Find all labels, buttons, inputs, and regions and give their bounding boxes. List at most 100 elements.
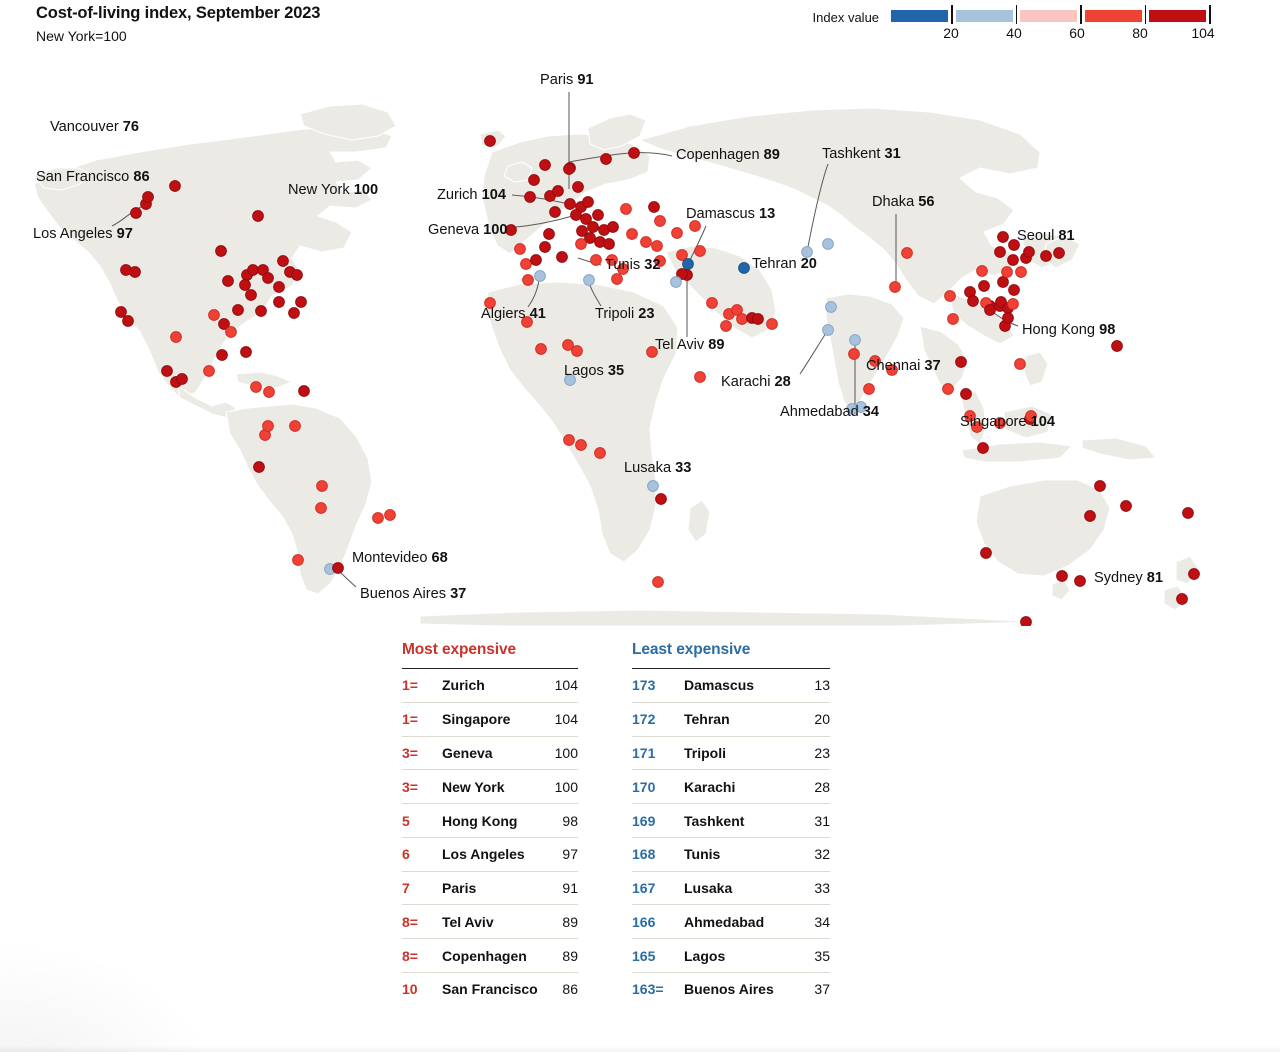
legend-swatch-4 [1084,10,1142,22]
map-city-dot [752,313,764,325]
map-city-dot [575,439,587,451]
map-city-dot [1084,510,1096,522]
legend-tick-1 [951,5,953,24]
map-city-dot [222,275,234,287]
map-city-dot [1056,570,1068,582]
map-city-dot [534,270,546,282]
city-cell: Lagos [684,938,796,974]
map-city-dot [1074,575,1086,587]
map-city-dot [600,153,612,165]
table-row: 171 Tripoli 23 [632,736,830,771]
value-cell: 28 [796,769,830,805]
map-city-dot [1094,480,1106,492]
table-row: 7 Paris 91 [402,871,578,906]
map-label-geneva: Geneva 100 [428,222,508,238]
map-city-dot [848,348,860,360]
most-expensive-heading: Most expensive [402,641,517,658]
rank-cell: 163= [632,981,664,998]
rank-cell: 170 [632,769,684,805]
map-city-dot [822,238,834,250]
legend-swatches [891,5,1214,24]
city-cell: Karachi [684,769,796,805]
map-city-dot [384,509,396,521]
map-city-dot [587,221,599,233]
map-city-dot [245,289,257,301]
map-city-dot [273,281,285,293]
land-china-sea-coast [947,291,1015,345]
map-city-dot [563,163,575,175]
table-row: 3= New York 100 [402,769,578,805]
map-city-dot [552,185,564,197]
city-cell: Singapore [442,702,544,737]
value-cell: 33 [796,871,830,906]
map-city-dot [971,421,983,433]
value-cell: 86 [562,981,578,998]
map-city-dot [825,301,837,313]
value-cell: 100 [544,736,578,771]
map-city-dot [647,480,659,492]
city-cell: Tel Aviv [442,904,544,940]
map-label-tashkent: Tashkent 31 [822,146,901,162]
map-city-dot [901,247,913,259]
value-cell: 100 [544,769,578,805]
map-city-dot [1176,593,1188,605]
map-city-dot [648,201,660,213]
map-city-dot [731,304,743,316]
legend-title: Index value [812,10,880,25]
rank-cell: 173 [632,668,684,703]
rank-cell: 168 [632,837,684,872]
map-city-dot [1015,266,1027,278]
value-cell: 35 [796,938,830,974]
map-label-buenos-aires: Buenos Aires 37 [360,586,466,602]
map-label-montevideo: Montevideo 68 [352,550,448,566]
land-tasmania [1051,579,1071,601]
table-row: 6 Los Angeles 97 [402,837,578,872]
map-city-dot [1025,410,1037,422]
value-cell: 37 [814,981,830,998]
map-city-dot [273,296,285,308]
map-city-dot [484,297,496,309]
legend-swatch-5 [1149,10,1207,22]
map-city-dot [543,228,555,240]
value-cell: 31 [796,803,830,838]
land-madagascar [687,499,711,543]
map-city-dot [584,232,596,244]
map-city-dot [654,215,666,227]
map-city-dot [208,309,220,321]
map-city-dot [583,274,595,286]
city-cell: Los Angeles [442,837,544,872]
city-cell: Hong Kong [442,803,544,838]
page-corner-shadow [0,942,220,1052]
map-city-dot [252,210,264,222]
map-city-dot [620,203,632,215]
map-label-damascus: Damascus 13 [686,206,775,222]
land-alaska [33,167,93,191]
map-city-dot [130,207,142,219]
map-city-dot [997,276,1009,288]
land-philippines [1023,351,1049,387]
map-label-karachi: Karachi 28 [721,374,791,390]
map-city-dot [514,243,526,255]
legend: Index value 20 40 60 80 104 [812,5,1215,45]
table-row: 1= Singapore 104 [402,702,578,737]
map-label-chennai: Chennai 37 [866,358,941,374]
map-dots [115,135,1200,626]
map-city-dot [964,410,976,422]
table-row: 167 Lusaka 33 [632,871,830,906]
map-label-seoul: Seoul 81 [1017,228,1075,244]
map-city-dot [176,373,188,385]
land-caribbean [235,371,293,389]
map-city-dot [129,266,141,278]
map-city-dot [332,562,344,574]
city-cell: San Francisco [442,981,538,998]
map-city-dot [967,295,979,307]
land-british-isles [503,161,533,183]
rank-cell: 7 [402,871,442,906]
rank-cell: 3= [402,736,442,771]
value-cell: 20 [796,702,830,737]
value-cell: 89 [544,938,578,974]
value-cell: 23 [796,736,830,771]
map-city-dot [1020,616,1032,626]
map-city-dot [250,381,262,393]
